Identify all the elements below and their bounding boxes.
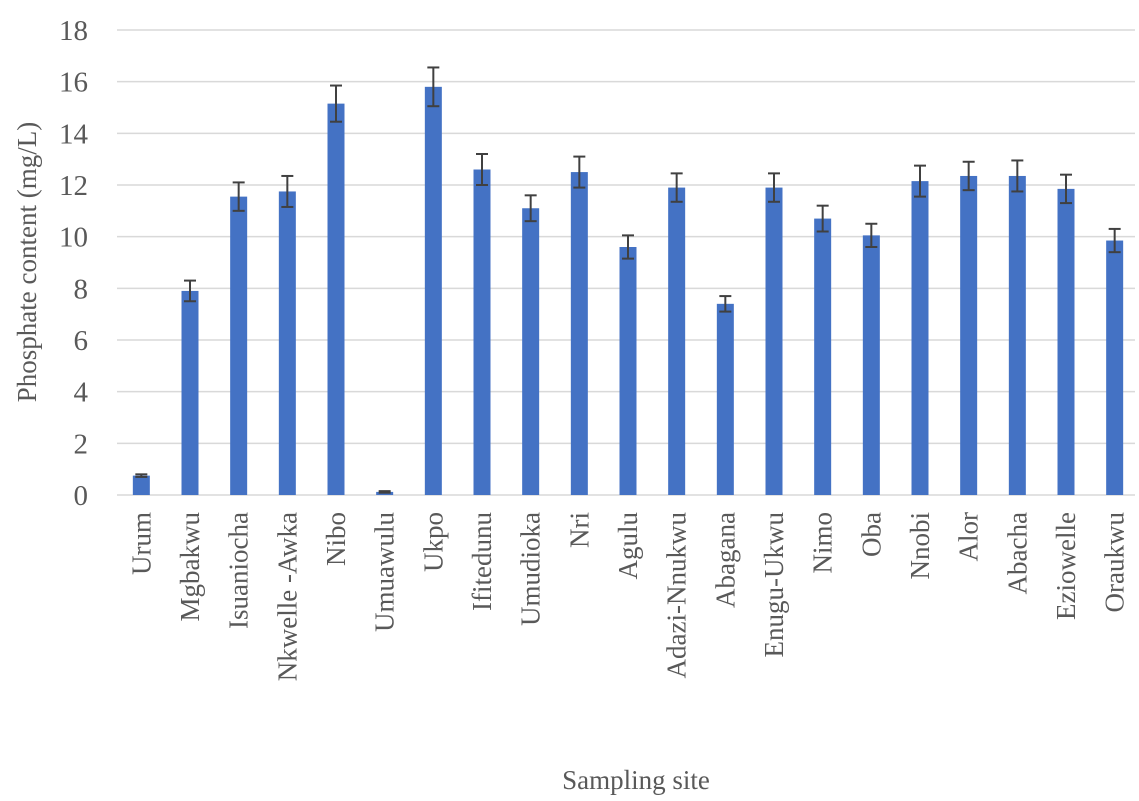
bar [960, 175, 978, 496]
bar [424, 86, 442, 495]
x-category-label: Nibo [321, 512, 351, 566]
y-axis-title: Phosphate content (mg/L) [12, 122, 42, 402]
error-bar [184, 279, 196, 303]
error-bar [330, 84, 342, 123]
x-category-label: Eziowelle [1051, 512, 1081, 620]
bar [716, 303, 734, 495]
bar [327, 103, 345, 495]
x-category-label: Umudioka [516, 512, 546, 626]
error-bar [1108, 227, 1121, 254]
error-bar [768, 172, 780, 203]
error-bar [914, 164, 926, 198]
x-category-label: Oraukwu [1100, 512, 1130, 613]
error-bar [281, 174, 294, 208]
y-tick-label: 0 [74, 480, 89, 512]
error-bar [476, 153, 488, 186]
bar [911, 181, 929, 495]
bar [570, 172, 588, 496]
bars [132, 86, 1124, 496]
error-bar [427, 66, 440, 108]
x-category-label: Nimo [808, 512, 838, 574]
y-tick-label: 2 [74, 428, 89, 460]
error-bar [378, 490, 391, 494]
bar [230, 196, 248, 495]
error-bars [135, 66, 1121, 494]
bar [1057, 188, 1075, 495]
bar [181, 290, 199, 495]
x-category-label: Enugu-Ukwu [759, 512, 789, 658]
x-axis-category-labels: Urum Mgbakwu Isuaniocha Nkwelle -Awka Nibo Um… [126, 512, 1129, 682]
y-tick-label: 10 [59, 222, 88, 254]
x-category-label: Umuawulu [370, 512, 400, 632]
error-bar [865, 222, 878, 248]
x-category-label: Abacha [1002, 512, 1032, 594]
bar [1106, 240, 1124, 495]
x-category-label: Nri [564, 512, 594, 548]
error-bar [816, 204, 829, 233]
x-category-label: Alor [954, 512, 984, 562]
error-bar [524, 194, 537, 223]
bar [668, 187, 686, 496]
error-bar [622, 234, 634, 260]
bar [522, 208, 540, 495]
y-tick-label: 16 [59, 67, 88, 99]
x-category-label: Nnobi [905, 512, 935, 580]
bar [278, 191, 296, 496]
error-bar [1060, 173, 1072, 205]
error-bar [719, 295, 732, 313]
x-category-label: Abagana [710, 512, 740, 608]
x-category-label: Isuaniocha [224, 512, 254, 629]
x-category-label: Oba [856, 512, 886, 557]
x-category-label: Agulu [613, 512, 643, 580]
y-tick-label: 12 [59, 170, 88, 202]
bar [473, 169, 491, 495]
x-category-label: Urum [126, 512, 156, 575]
error-bar [135, 473, 148, 478]
error-bar [670, 172, 683, 203]
error-bar [573, 155, 586, 189]
bar [862, 235, 880, 495]
x-axis-title: Sampling site [562, 765, 710, 795]
y-tick-label: 18 [59, 15, 88, 47]
error-bar [1011, 159, 1024, 193]
y-axis-ticks: 0 2 4 6 8 10 12 14 16 18 [59, 15, 89, 512]
bar [619, 247, 637, 495]
bar [1008, 175, 1026, 496]
x-category-label: Ukpo [418, 512, 448, 572]
x-category-label: Nkwelle -Awka [272, 512, 302, 681]
bar [132, 475, 150, 495]
y-tick-label: 8 [74, 273, 89, 305]
error-bar [962, 160, 975, 192]
x-category-label: Mgbakwu [175, 512, 205, 622]
bar [814, 218, 832, 496]
y-tick-label: 14 [59, 118, 89, 150]
bar [765, 187, 783, 496]
error-bar [232, 181, 245, 212]
x-category-label: Ifitedunu [467, 512, 497, 611]
y-tick-label: 6 [74, 325, 89, 357]
x-category-label: Adazi-Nnukwu [662, 512, 692, 679]
y-tick-label: 4 [74, 377, 89, 409]
